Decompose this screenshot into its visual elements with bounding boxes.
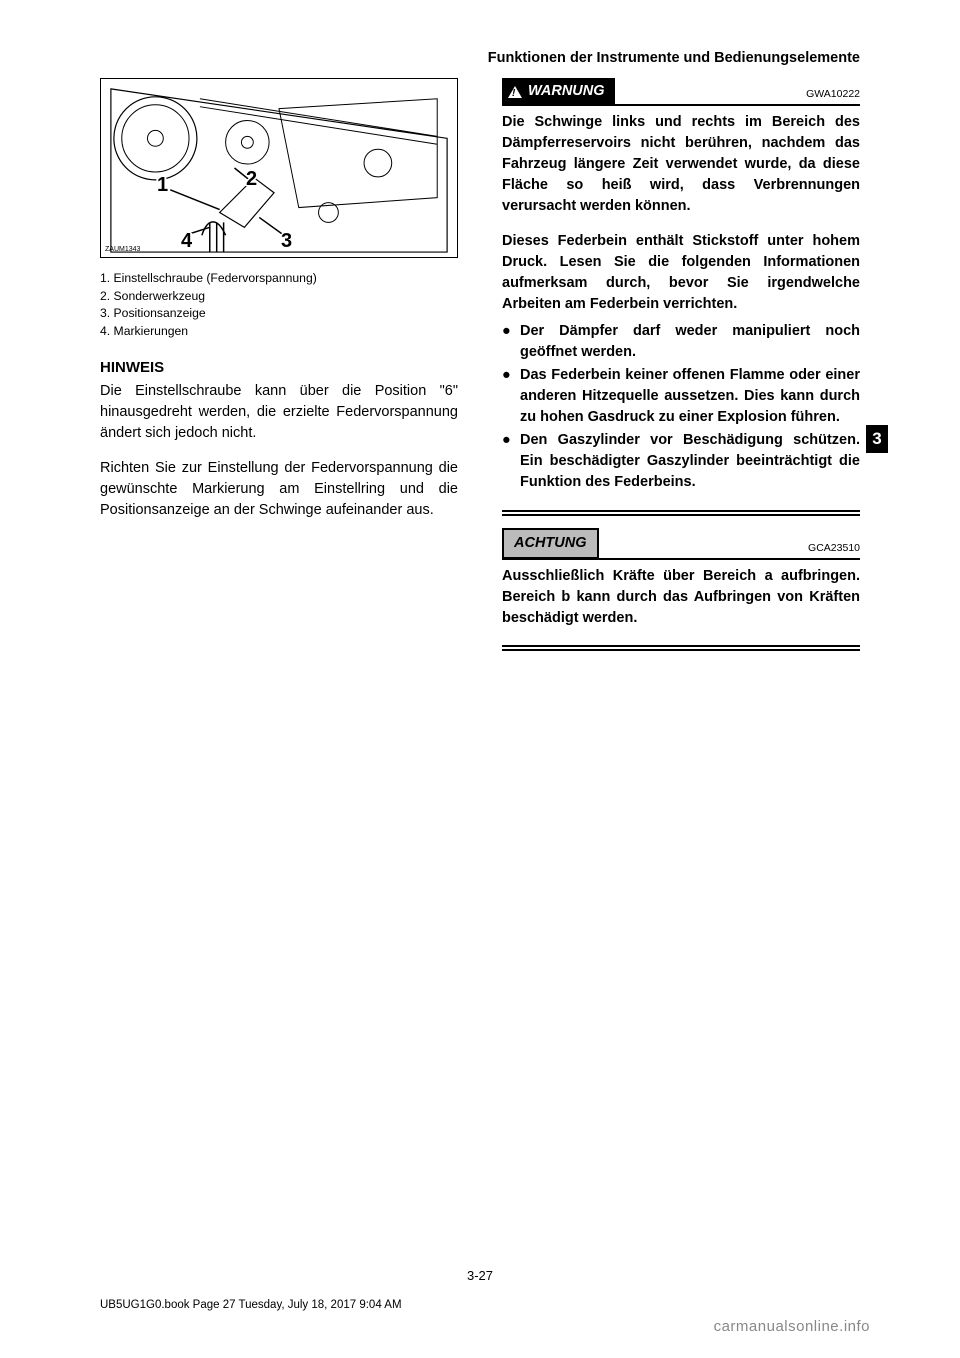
doc-footer-reference: UB5UG1G0.book Page 27 Tuesday, July 18, … [100, 1297, 402, 1314]
diagram-callout-1: 1 [157, 171, 168, 200]
diagram-svg [101, 79, 457, 257]
warn-paragraph-2: Dieses Federbein enthält Stickstoff unte… [502, 231, 860, 315]
diagram-callout-3: 3 [281, 227, 292, 256]
diagram-callout-4: 4 [181, 227, 192, 256]
caption-2: 2. Sonderwerkzeug [100, 288, 458, 306]
hinweis-heading: HINWEIS [100, 357, 458, 379]
adjust-para: Richten Sie zur Einstellung der Federvor… [100, 458, 458, 521]
left-column: 1 2 3 4 ZAUM1343 1. Einstellschraube (Fe… [100, 78, 458, 653]
technical-diagram: 1 2 3 4 ZAUM1343 [100, 78, 458, 258]
caption-4: 4. Markierungen [100, 323, 458, 341]
warnung-label: WARNUNG [528, 81, 605, 102]
bullet-item: ● Den Gaszylinder vor Beschädigung schüt… [502, 430, 860, 493]
page-header-title: Funktionen der Instrumente und Bedienung… [488, 48, 860, 69]
chapter-tab: 3 [866, 425, 888, 453]
page-number: 3-27 [467, 1267, 493, 1286]
bullet-dot-icon: ● [502, 430, 520, 493]
caption-1: 1. Einstellschraube (Federvorspannung) [100, 270, 458, 288]
achtung-text: Ausschließlich Kräfte über Bereich a auf… [502, 566, 860, 629]
right-column: WARNUNG GWA10222 Die Schwinge links und … [502, 78, 860, 653]
bullet-text-2: Das Federbein keiner offenen Flamme oder… [520, 365, 860, 428]
bullet-dot-icon: ● [502, 365, 520, 428]
bullet-text-1: Der Dämpfer darf weder manipuliert noch … [520, 321, 860, 363]
warn-paragraph-1: Die Schwinge links und rechts im Bereich… [502, 112, 860, 217]
diagram-callout-2: 2 [246, 165, 257, 194]
diagram-code: ZAUM1343 [105, 245, 140, 255]
achtung-badge: ACHTUNG [502, 528, 599, 559]
watermark-text: carmanualsonline.info [714, 1316, 870, 1338]
caption-3: 3. Positionsanzeige [100, 305, 458, 323]
bullet-dot-icon: ● [502, 321, 520, 363]
bullet-item: ● Das Federbein keiner offenen Flamme od… [502, 365, 860, 428]
separator-rules-2 [502, 645, 860, 651]
warnung-bullets: ● Der Dämpfer darf weder manipuliert noc… [502, 321, 860, 493]
hinweis-text: Die Einstellschraube kann über die Posit… [100, 381, 458, 444]
bullet-item: ● Der Dämpfer darf weder manipuliert noc… [502, 321, 860, 363]
diagram-caption-list: 1. Einstellschraube (Federvorspannung) 2… [100, 270, 458, 341]
warnung-badge: WARNUNG [502, 78, 615, 105]
bullet-text-3: Den Gaszylinder vor Beschädigung schütze… [520, 430, 860, 493]
warning-triangle-icon [508, 86, 522, 98]
separator-rules [502, 510, 860, 516]
